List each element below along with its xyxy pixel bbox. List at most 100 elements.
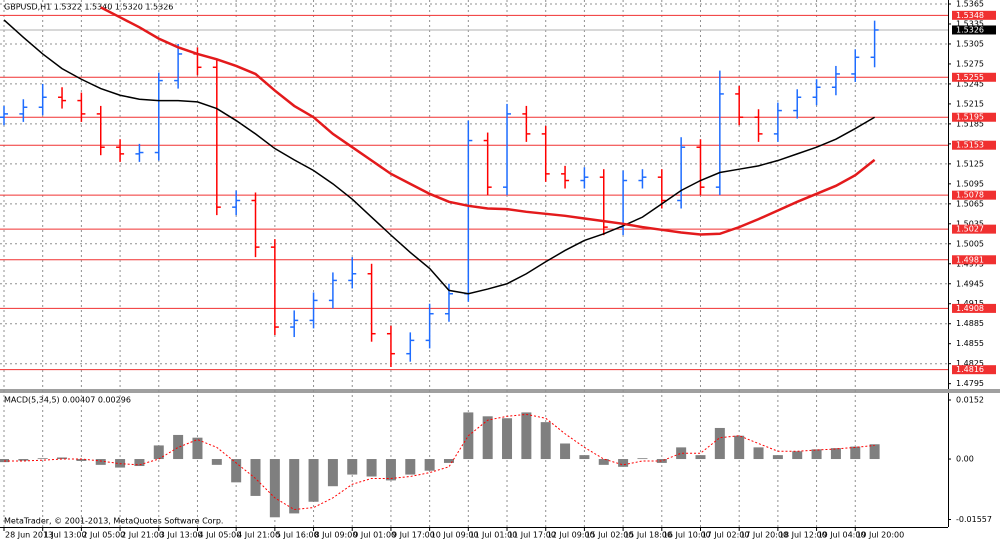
y-tick-label: 1.4795 [956, 379, 984, 388]
price-bar [38, 83, 47, 116]
indicator-title: MACD(5,34,5) 0.00407 0.00296 [4, 396, 131, 405]
price-bar [503, 103, 512, 196]
macd-bar [424, 459, 435, 471]
macd-bar [347, 459, 358, 475]
macd-bar [695, 455, 706, 460]
signal-line [4, 413, 875, 511]
price-bar [270, 239, 279, 336]
price-bar [677, 137, 686, 209]
x-tick-label: 12 Jul 09:00 [547, 531, 595, 540]
macd-bar [811, 449, 822, 460]
macd-bar [37, 458, 48, 460]
y-tick-label: 1.4855 [956, 339, 984, 348]
price-bar [522, 105, 531, 142]
moving-average [3, 19, 875, 295]
x-tick-label: 3 Jul 13:00 [160, 531, 203, 540]
macd-bar [579, 455, 590, 460]
x-tick-label: 1 Jul 13:00 [44, 531, 87, 540]
price-bar [58, 87, 67, 109]
x-tick-label: 2 Jul 05:00 [82, 531, 125, 540]
macd-bar [153, 445, 164, 460]
macd-bar [308, 459, 319, 502]
y-tick-label: 1.4945 [956, 279, 984, 288]
x-tick-label: 9 Jul 17:00 [392, 531, 435, 540]
price-bar [212, 59, 221, 216]
macd-bar [830, 448, 841, 460]
price-bar [367, 263, 376, 342]
price-bar [851, 49, 860, 82]
macd-bar [192, 437, 203, 460]
x-tick-label: 11 Jul 01:00 [469, 531, 517, 540]
price-bar [135, 143, 144, 162]
price-bar [793, 89, 802, 119]
x-tick-label: 16 Jul 10:00 [663, 531, 711, 540]
macd-bar [76, 459, 87, 461]
level-label: 1.5348 [956, 11, 984, 20]
price-bar [483, 132, 492, 196]
level-tag [952, 255, 996, 265]
moving-average [100, 6, 876, 236]
price-bar [715, 70, 724, 196]
price-bar [406, 332, 415, 362]
price-bar [638, 169, 647, 189]
x-tick-label: 11 Jul 17:00 [508, 531, 556, 540]
macd-bar [637, 458, 648, 460]
y-tick-label: 1.5335 [956, 19, 984, 28]
x-tick-label: 17 Jul 02:00 [701, 531, 749, 540]
y-tick-label: 1.4825 [956, 359, 984, 368]
macd-bar [366, 459, 377, 477]
price-bar [328, 272, 337, 309]
last-price-label: 1.5326 [956, 25, 984, 34]
macd-bar [869, 444, 880, 460]
macd-bar [598, 459, 609, 465]
macd-bar [734, 435, 745, 460]
level-label: 1.4908 [956, 304, 984, 313]
price-bar [116, 139, 125, 162]
level-label: 1.4816 [956, 365, 984, 374]
level-tag [952, 224, 996, 234]
level-label: 1.5078 [956, 191, 984, 200]
macd-bar [250, 459, 261, 496]
x-tick-label: 15 Jul 18:00 [624, 531, 672, 540]
macd-bar [95, 459, 106, 465]
macd-bar [405, 459, 416, 475]
price-bar [96, 105, 105, 156]
x-tick-label: 9 Jul 01:00 [353, 531, 396, 540]
price-bar [174, 43, 183, 89]
x-tick-label: 28 Jun 2013 [5, 531, 53, 540]
y2-tick-label: 0.0152 [956, 395, 984, 404]
price-bar [541, 125, 550, 182]
y2-tick-label: -0.01557 [956, 515, 992, 524]
macd-bar [289, 459, 300, 514]
y2-tick-label: 0.00 [956, 455, 974, 464]
macd-bar [482, 416, 493, 460]
macd-bar [173, 434, 184, 460]
macd-bar [134, 459, 145, 467]
x-tick-label: 8 Jul 09:00 [315, 531, 358, 540]
macd-bar [618, 459, 629, 467]
y-tick-label: 1.5035 [956, 219, 984, 228]
price-bar [561, 165, 570, 189]
macd-bar [850, 446, 861, 460]
y-tick-label: 1.5275 [956, 59, 984, 68]
macd-bar [792, 451, 803, 460]
macd-bar [772, 455, 783, 460]
price-bar [77, 92, 86, 122]
macd-bar [676, 447, 687, 460]
level-label: 1.5027 [956, 225, 984, 234]
x-tick-label: 19 Jul 04:00 [818, 531, 866, 540]
y-tick-label: 1.5095 [956, 179, 984, 188]
price-bar [154, 72, 163, 161]
price-bar [425, 303, 434, 349]
macd-bar [231, 459, 242, 483]
macd-bar [714, 427, 725, 460]
level-tag [952, 112, 996, 122]
price-bar [754, 109, 763, 142]
level-label: 1.5195 [956, 113, 984, 122]
price-bar [232, 190, 241, 216]
price-bar [831, 65, 840, 96]
macd-bar [385, 459, 396, 481]
x-tick-label: 19 Jul 20:00 [856, 531, 904, 540]
